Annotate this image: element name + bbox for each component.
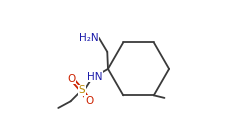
Text: O: O xyxy=(67,74,75,84)
Text: H₂N: H₂N xyxy=(79,33,99,43)
Text: O: O xyxy=(85,96,93,106)
Text: S: S xyxy=(78,85,85,95)
Text: HN: HN xyxy=(87,72,102,82)
